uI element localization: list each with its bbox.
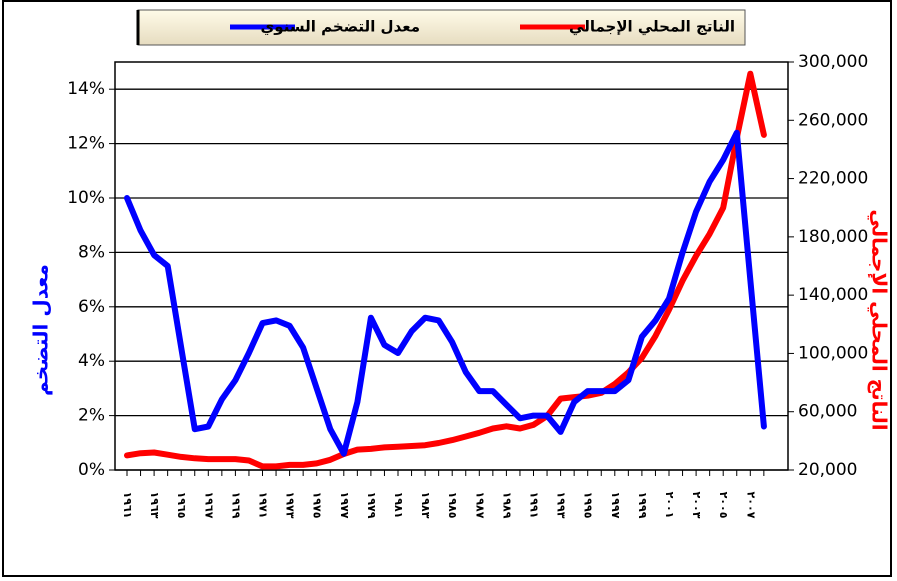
y2-tick-label: 60,000 (798, 402, 857, 422)
x-tick-label: ١٩٦٣ (148, 492, 161, 519)
x-tick-label: ١٩٦٥ (175, 492, 188, 519)
y2-tick-label: 100,000 (798, 343, 868, 363)
x-tick-label: ١٩٦١ (121, 492, 134, 519)
x-tick-label: ١٩٧٣ (284, 492, 297, 519)
y-tick-label: 14% (67, 79, 105, 99)
y2-axis-title: الناتج المحلي الإجمالي (867, 209, 892, 430)
x-tick-label: ٢٠٠٧ (744, 492, 757, 519)
x-tick-label: ٢٠٠٣ (690, 492, 703, 519)
x-tick-label: ١٩٨٩ (500, 492, 513, 519)
y2-tick-label: 20,000 (798, 460, 857, 480)
y-tick-label: 4% (78, 351, 105, 371)
x-tick-label: ١٩٨٥ (446, 492, 459, 519)
x-tick-label: ٢٠٠٥ (717, 492, 730, 519)
y2-tick-label: 180,000 (798, 227, 868, 247)
y-tick-label: 0% (78, 460, 105, 480)
y-tick-label: 6% (78, 297, 105, 317)
y2-tick-label: 300,000 (798, 52, 868, 72)
y-tick-label: 8% (78, 242, 105, 262)
x-tick-label: ١٩٦٩ (229, 492, 242, 519)
x-tick-label: ١٩٨٧ (473, 492, 486, 519)
x-tick-label: ١٩٧٧ (338, 492, 351, 519)
x-tick-label: ١٩٧٩ (365, 492, 378, 519)
x-tick-label: ١٩٧١ (257, 492, 270, 519)
x-tick-label: ١٩٦٧ (202, 492, 215, 519)
legend-label: معدل التضخم السنوي (261, 18, 420, 37)
x-tick-label: ٢٠٠١ (663, 492, 676, 519)
y-tick-label: 12% (67, 134, 105, 154)
x-tick-label: ١٩٨٣ (419, 492, 432, 519)
x-tick-label: ١٩٩١ (528, 492, 541, 519)
y2-tick-label: 140,000 (798, 285, 868, 305)
x-tick-label: ١٩٩٩ (636, 492, 649, 519)
legend-label: الناتج المحلي الإجمالي (569, 18, 735, 36)
x-tick-label: ١٩٩٧ (609, 492, 622, 519)
y-tick-label: 2% (78, 406, 105, 426)
series-line (124, 70, 767, 470)
y-tick-label: 10% (67, 188, 105, 208)
y2-tick-label: 260,000 (798, 110, 868, 130)
y-axis-title: معدل التضخم (29, 264, 53, 396)
x-tick-label: ١٩٧٥ (311, 492, 324, 519)
x-tick-label: ١٩٩٣ (555, 492, 568, 519)
y2-tick-label: 220,000 (798, 169, 868, 189)
series-line (124, 129, 767, 457)
x-tick-label: ١٩٨١ (392, 492, 405, 519)
x-tick-label: ١٩٩٥ (582, 492, 595, 519)
